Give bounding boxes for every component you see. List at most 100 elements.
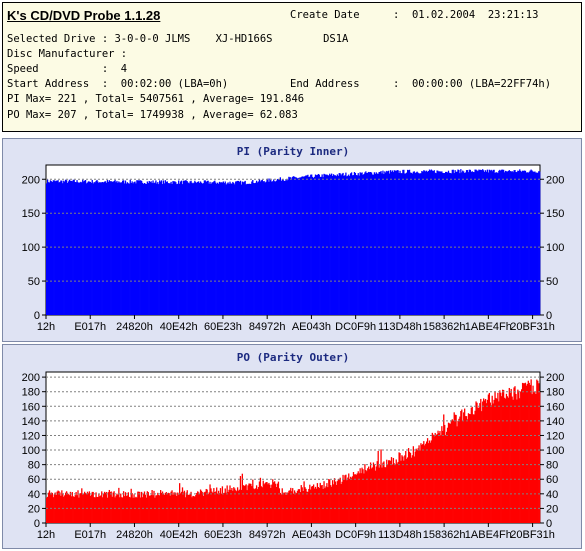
data-bar (154, 497, 156, 523)
data-bar (143, 491, 146, 523)
data-bar (348, 473, 350, 523)
data-bar (532, 171, 534, 315)
data-bar (329, 479, 331, 523)
data-bar (423, 441, 425, 523)
data-bar (359, 172, 361, 315)
po-chart-panel: PO (Parity Outer) 0 0 20 20 40 40 60 60 80 80 100 10… (2, 344, 582, 549)
data-bar (413, 456, 415, 523)
data-bar (381, 173, 383, 315)
data-bar (113, 491, 115, 523)
data-bar (491, 395, 493, 523)
data-bar (206, 489, 208, 523)
data-bar (194, 180, 196, 315)
data-bar (350, 172, 353, 315)
data-bar (475, 169, 477, 315)
data-bar (526, 172, 528, 315)
data-bar (343, 479, 345, 523)
data-bar (516, 399, 518, 523)
data-bar (115, 495, 117, 523)
data-bar (194, 496, 196, 523)
data-bar (200, 490, 203, 523)
data-bar (519, 169, 521, 315)
data-bar (216, 487, 218, 523)
data-bar (481, 170, 483, 315)
data-bar (437, 170, 439, 315)
data-bar (251, 486, 253, 523)
data-bar (324, 488, 326, 523)
data-bar (520, 170, 522, 315)
data-bar (257, 487, 260, 523)
data-bar (366, 172, 368, 315)
data-bar (525, 385, 528, 523)
x-tick-label: 24820h (116, 529, 153, 541)
data-bar (191, 182, 193, 315)
data-bar (135, 183, 137, 315)
data-bar (52, 497, 54, 523)
data-bar (179, 493, 182, 523)
data-bar (330, 485, 332, 523)
data-bar (283, 180, 285, 315)
data-bar (341, 173, 343, 315)
data-bar (225, 184, 227, 315)
data-bar (445, 171, 448, 315)
data-bar (84, 493, 87, 523)
x-tick-label: E017h (74, 529, 106, 541)
data-bar (91, 491, 93, 523)
data-bar (137, 491, 139, 523)
data-bar (74, 495, 76, 523)
data-bar (70, 496, 72, 523)
data-bar (63, 180, 65, 315)
data-bar (412, 446, 414, 523)
x-tick-label: 84972h (249, 321, 286, 333)
data-bar (158, 494, 160, 523)
data-bar (368, 171, 370, 315)
data-bar (275, 486, 278, 523)
y-tick-label-right: 20 (546, 503, 558, 515)
data-bar (331, 486, 333, 523)
data-bar (419, 450, 421, 523)
data-bar (518, 390, 520, 523)
data-bar (514, 170, 516, 315)
data-bar (426, 438, 429, 523)
data-bar (309, 484, 311, 523)
data-bar (237, 180, 240, 315)
data-bar (300, 485, 302, 523)
data-bar (428, 169, 431, 315)
data-bar (445, 171, 447, 315)
x-tick-label: 84972h (249, 529, 286, 541)
data-bar (402, 169, 404, 315)
data-bar (66, 182, 69, 315)
data-bar (457, 169, 459, 315)
data-bar (174, 492, 176, 523)
data-bar (441, 171, 443, 315)
data-bar (511, 396, 513, 523)
data-bar (537, 380, 539, 523)
data-bar (303, 176, 305, 315)
data-bar (124, 492, 127, 523)
data-bar (395, 170, 397, 315)
data-bar (68, 495, 71, 523)
data-bar (365, 469, 367, 523)
data-bar (414, 451, 416, 523)
data-bar (49, 180, 52, 315)
data-bar (103, 491, 106, 523)
data-bar (127, 183, 129, 315)
data-bar (368, 466, 370, 523)
data-bar (278, 488, 281, 523)
data-bar (479, 169, 481, 315)
data-bar (383, 461, 385, 523)
data-bar (521, 171, 523, 315)
data-bar (271, 484, 273, 523)
data-bar (528, 171, 530, 315)
data-bar (202, 183, 205, 315)
data-bar (464, 408, 466, 523)
data-bar (67, 181, 70, 315)
data-bar (208, 492, 210, 523)
data-bar (370, 468, 373, 523)
data-bar (344, 175, 346, 315)
data-bar (438, 433, 440, 523)
data-bar (71, 181, 73, 315)
data-bar (261, 487, 263, 523)
data-bar (69, 180, 72, 315)
data-bar (407, 448, 410, 523)
